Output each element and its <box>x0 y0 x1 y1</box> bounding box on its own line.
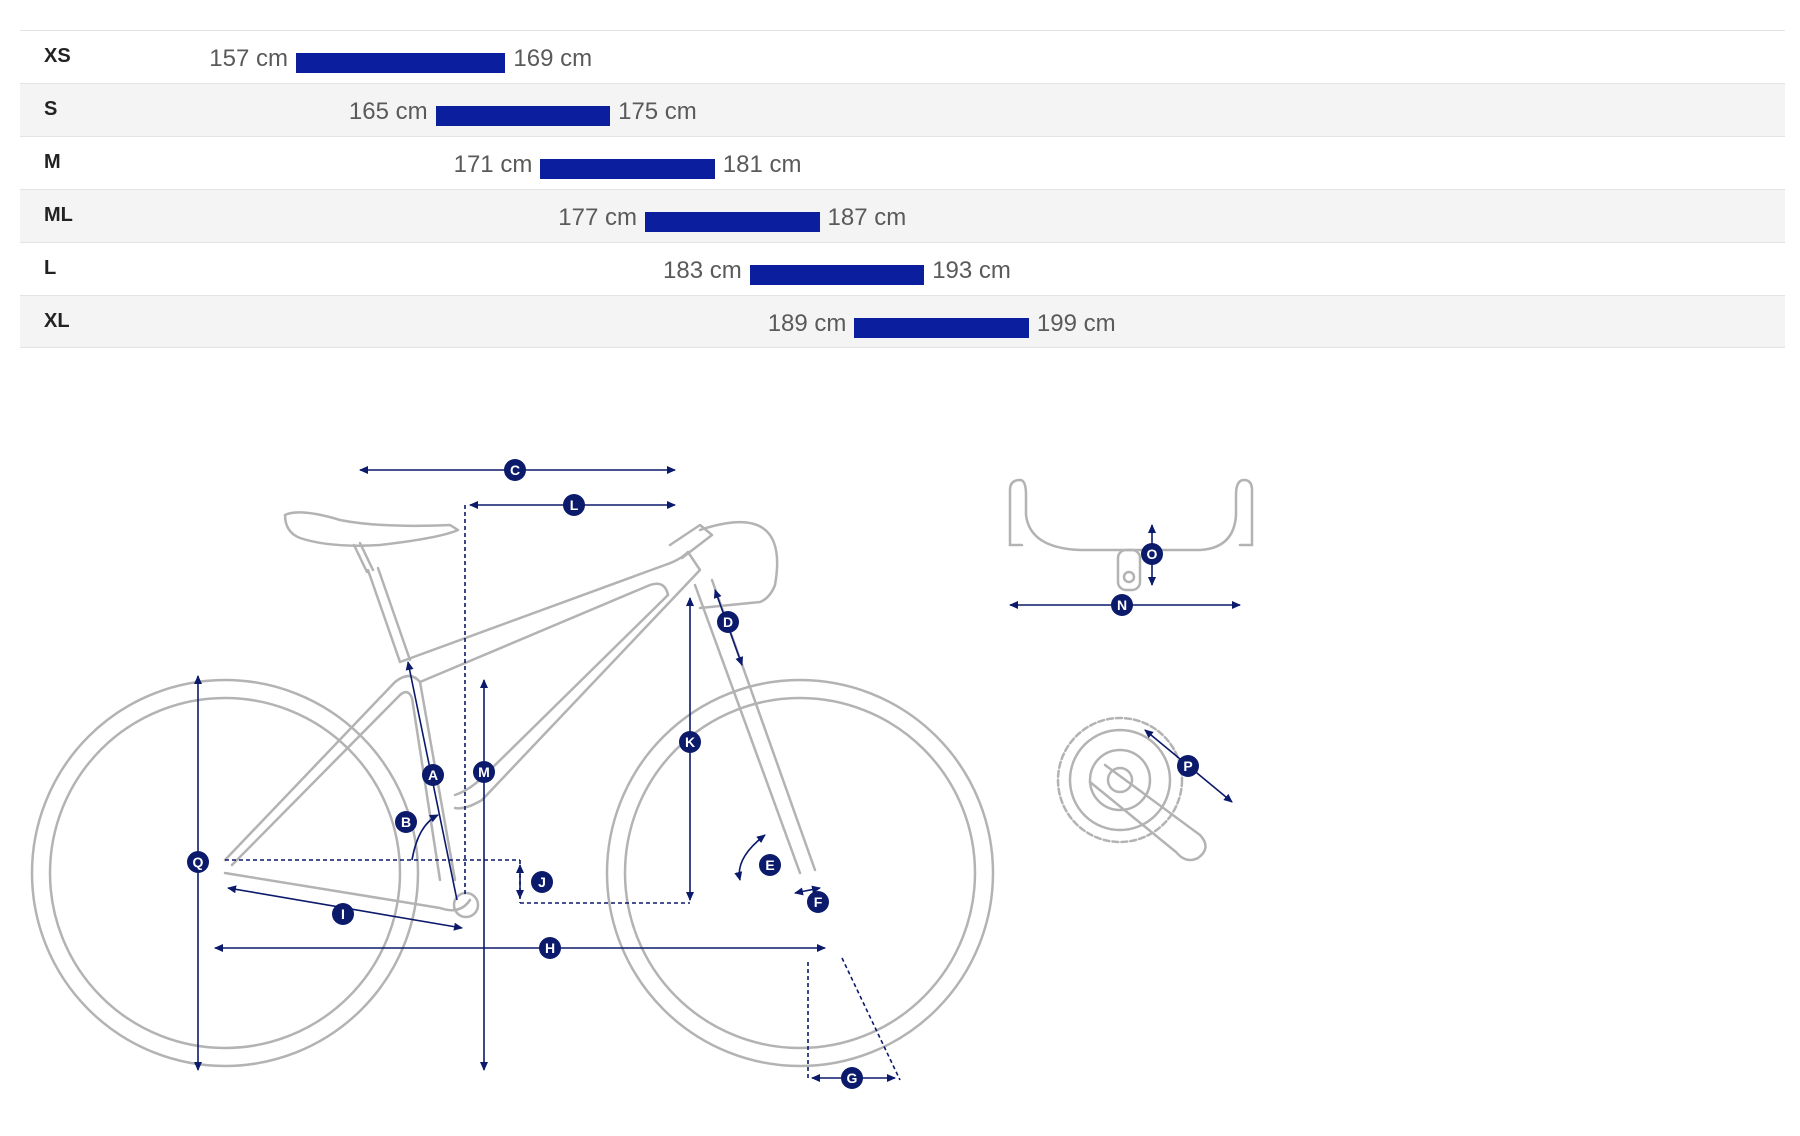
size-row-s: S 165 cm 175 cm <box>20 83 1785 136</box>
range-min-label: 189 cm <box>767 310 847 337</box>
range-min-label: 171 cm <box>453 151 533 178</box>
range-min-label: 183 cm <box>663 257 742 284</box>
range-bar <box>749 265 925 285</box>
range-bar <box>854 318 1029 338</box>
svg-text:L: L <box>570 497 579 513</box>
range-max-label: 187 cm <box>827 204 907 231</box>
geo-tag-a: A <box>422 764 444 786</box>
geo-tag-l: L <box>563 494 585 516</box>
size-label: S <box>44 98 58 120</box>
svg-text:E: E <box>765 857 774 873</box>
front-wheel-outer <box>605 678 995 1068</box>
size-label: ML <box>44 204 73 226</box>
geo-tag-i: I <box>332 903 354 925</box>
range-bar <box>435 106 611 126</box>
handlebar-front-drawing <box>1008 478 1254 592</box>
svg-text:K: K <box>685 734 695 750</box>
size-row-xl: XL 189 cm 199 cm <box>20 295 1785 348</box>
range-bar <box>540 159 715 179</box>
stem <box>668 523 714 560</box>
bike-geometry-diagram: A B C D E F G H I J K L M N O P Q <box>30 459 1254 1089</box>
seatstay <box>223 674 457 882</box>
range-max-label: 193 cm <box>932 257 1011 284</box>
crankset-drawing <box>1056 716 1207 862</box>
rear-wheel-outer <box>30 678 420 1068</box>
geo-tag-k: K <box>679 731 701 753</box>
range-max-label: 199 cm <box>1036 310 1116 337</box>
seatpost <box>352 541 375 574</box>
geo-tag-n: N <box>1111 594 1133 616</box>
handlebar <box>698 521 779 610</box>
svg-text:F: F <box>814 894 823 910</box>
svg-text:A: A <box>428 767 438 783</box>
range-min-label: 177 cm <box>558 204 637 231</box>
geo-tag-c: C <box>504 459 526 481</box>
geo-tag-q: Q <box>187 851 209 873</box>
dimension-lines <box>194 466 1241 1082</box>
geo-tag-e: E <box>759 854 781 876</box>
size-label: M <box>44 151 61 173</box>
seat-tube <box>366 566 412 664</box>
svg-text:J: J <box>538 874 546 890</box>
range-max-label: 181 cm <box>722 151 802 178</box>
range-max-label: 169 cm <box>513 45 593 72</box>
geo-tag-f: F <box>807 891 829 913</box>
svg-text:B: B <box>401 814 411 830</box>
svg-text:N: N <box>1117 597 1127 613</box>
range-bar <box>645 212 820 232</box>
geo-tag-j: J <box>531 871 553 893</box>
top-tube-inner <box>418 582 670 684</box>
range-max-label: 175 cm <box>618 98 697 125</box>
range-bar <box>296 53 506 73</box>
size-row-l: L 183 cm 193 cm <box>20 242 1785 295</box>
top-tube <box>398 550 690 664</box>
svg-text:H: H <box>545 940 555 956</box>
geo-tag-m: M <box>473 761 495 783</box>
size-row-ml: ML 177 cm 187 cm <box>20 189 1785 242</box>
fork <box>693 578 817 875</box>
front-wheel-inner <box>623 696 977 1050</box>
svg-text:M: M <box>478 764 490 780</box>
size-range-chart: XS 157 cm 169 cm S 165 cm 175 cm M 171 cm 181 cm… <box>20 30 1785 354</box>
svg-text:Q: Q <box>193 854 204 870</box>
size-row-m: M 171 cm 181 cm <box>20 136 1785 189</box>
bike-frame-drawing <box>30 511 995 1068</box>
rear-wheel-inner <box>48 696 402 1050</box>
range-min-label: 157 cm <box>209 45 288 72</box>
svg-text:D: D <box>723 614 733 630</box>
geo-tag-g: G <box>841 1067 863 1089</box>
geo-tag-o: O <box>1141 543 1163 565</box>
range-min-label: 165 cm <box>348 98 428 125</box>
svg-text:C: C <box>510 462 520 478</box>
svg-text:G: G <box>847 1070 858 1086</box>
size-label: XL <box>44 310 70 332</box>
geo-tag-b: B <box>395 811 417 833</box>
geo-tag-h: H <box>539 937 561 959</box>
geo-tag-p: P <box>1177 755 1199 777</box>
saddle <box>283 511 460 547</box>
svg-text:P: P <box>1183 758 1192 774</box>
svg-text:O: O <box>1147 546 1158 562</box>
seatstay-inner <box>230 690 442 882</box>
geo-tag-d: D <box>717 611 739 633</box>
size-label: XS <box>44 45 71 67</box>
size-row-xs: XS 157 cm 169 cm <box>20 30 1785 83</box>
size-label: L <box>44 257 57 279</box>
svg-text:I: I <box>341 906 345 922</box>
